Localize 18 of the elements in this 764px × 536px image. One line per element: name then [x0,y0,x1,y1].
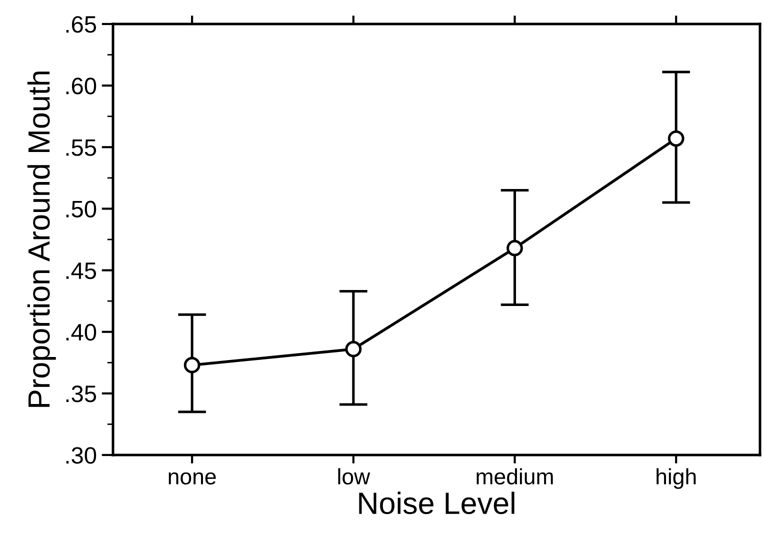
x-axis-title: Noise Level [359,492,514,514]
y-tick-label: .45 [66,262,96,280]
y-tick-label: .35 [66,385,96,402]
y-axis-title: Proportion Around Mouth [27,72,56,407]
y-tick-label: .65 [66,16,96,33]
y-tick-label: .30 [66,447,96,464]
y-tick-label: .60 [66,78,96,94]
x-tick-label: medium [476,468,553,485]
x-tick-label: none [168,472,216,485]
y-tick-label: .40 [66,324,96,341]
point [506,240,523,256]
y-tick-label: .50 [66,200,96,218]
x-tick-label: high [656,468,696,489]
point [184,356,200,374]
y-tick-label: .55 [66,139,96,156]
x-tick-label: low [338,468,370,485]
point [345,340,362,358]
point [668,130,684,147]
